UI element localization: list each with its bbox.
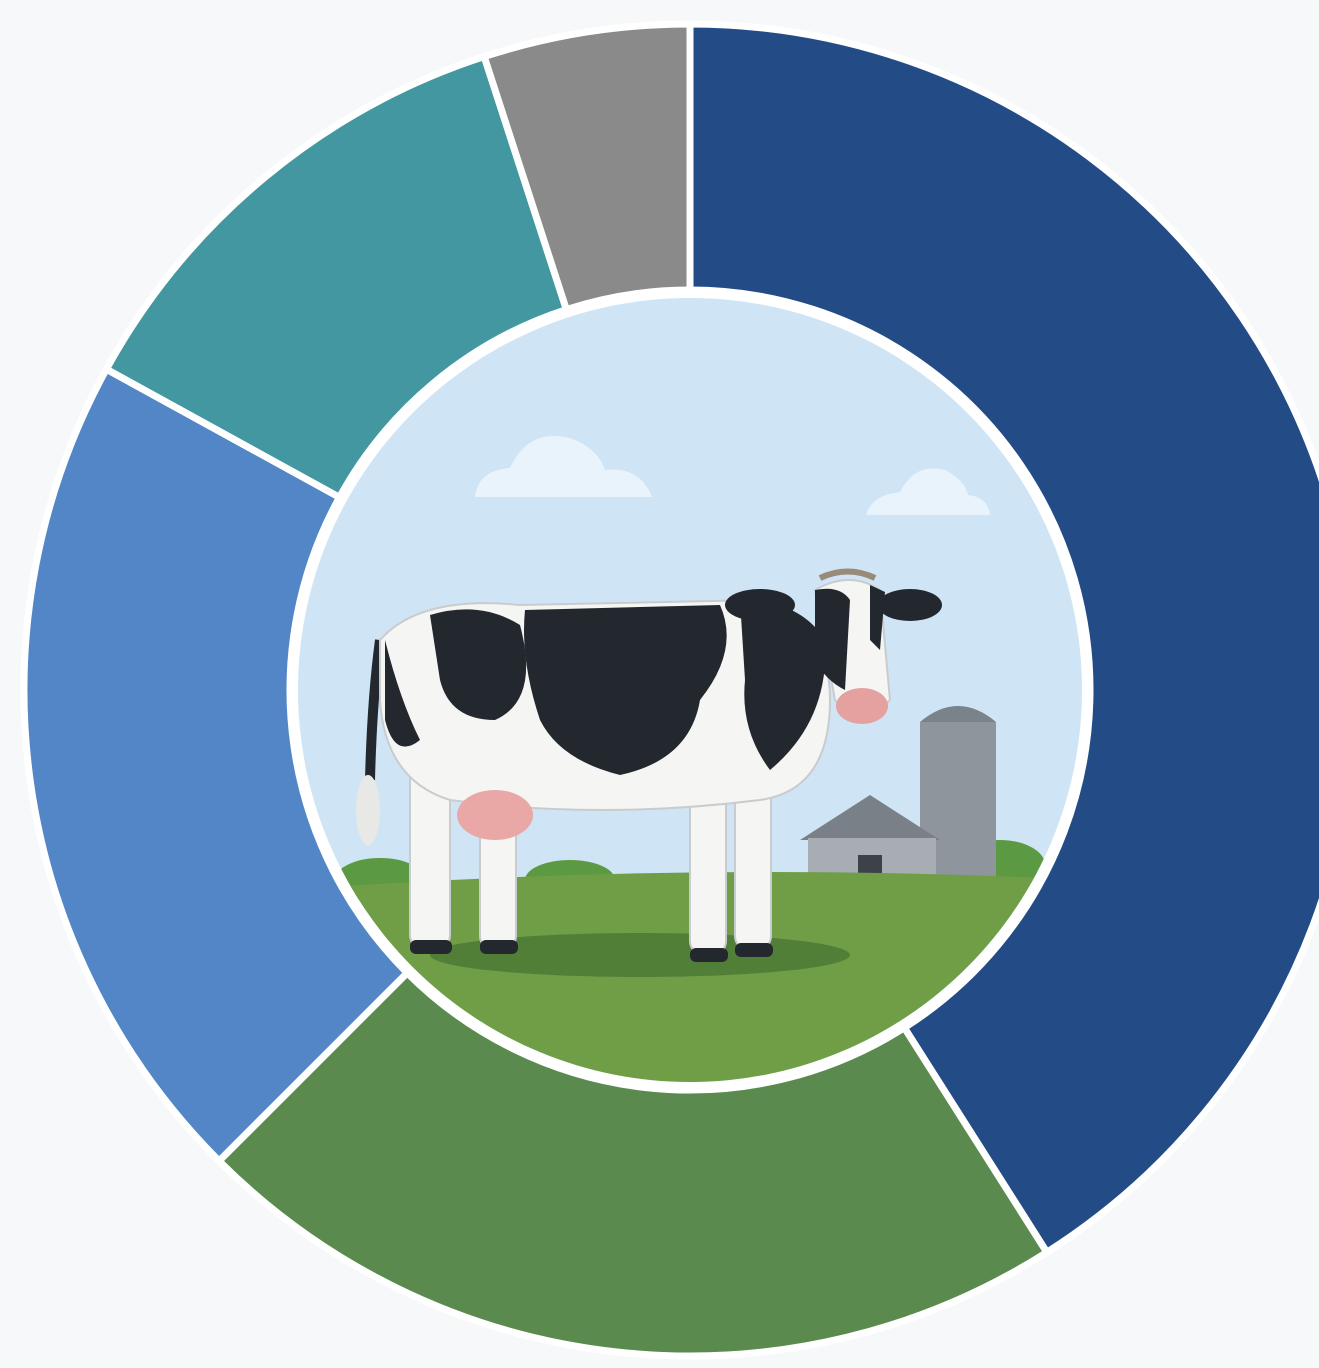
chart — [0, 0, 1319, 1368]
page: {"chart_data": {"type": "donut", "catego… — [0, 0, 1319, 1368]
